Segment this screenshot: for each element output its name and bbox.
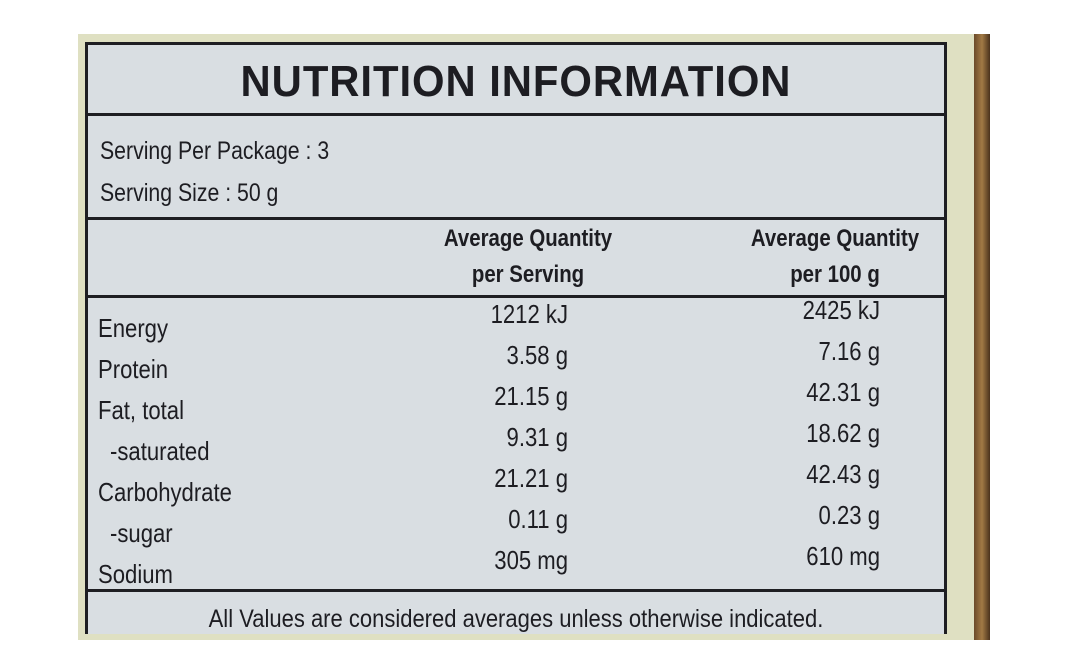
rule xyxy=(88,113,944,116)
cell-value: 1212 kJ xyxy=(490,299,568,329)
row-label: Sodium xyxy=(98,559,173,589)
rule xyxy=(88,295,944,298)
cell-value: 21.21 g xyxy=(494,463,568,493)
package-edge xyxy=(974,34,990,640)
title: NUTRITION INFORMATION xyxy=(240,57,792,106)
cell-value: 610 mg xyxy=(806,541,880,571)
cell-value: 305 mg xyxy=(494,545,568,575)
footer: All Values are considered averages unles… xyxy=(208,605,824,633)
cell-value: 21.15 g xyxy=(494,381,568,411)
cell-value: 42.31 g xyxy=(806,377,880,407)
column-header: per Serving xyxy=(471,261,585,288)
cell-value: 2425 kJ xyxy=(802,295,880,325)
cell-value: 0.23 g xyxy=(818,500,880,530)
cell-value: 0.11 g xyxy=(508,504,568,534)
row-label: -saturated xyxy=(110,436,210,466)
cell-value: 42.43 g xyxy=(806,459,880,489)
row-label: -sugar xyxy=(110,518,173,548)
column-header: per 100 g xyxy=(790,261,880,288)
row-label: Energy xyxy=(98,313,169,343)
cell-value: 3.58 g xyxy=(506,340,568,370)
rule xyxy=(88,589,944,592)
nutrition-label: NUTRITION INFORMATION Serving Per Packag… xyxy=(85,42,947,634)
rule xyxy=(88,217,944,220)
row-label: Protein xyxy=(98,354,169,384)
column-header: Average Quantity xyxy=(750,225,920,252)
column-header: Average Quantity xyxy=(443,225,613,252)
cell-value: 9.31 g xyxy=(506,422,568,452)
cell-value: 7.16 g xyxy=(818,336,880,366)
photo: NUTRITION INFORMATION Serving Per Packag… xyxy=(78,34,990,640)
serving-line: Serving Size : 50 g xyxy=(100,179,279,207)
cell-value: 18.62 g xyxy=(806,418,880,448)
serving-line: Serving Per Package : 3 xyxy=(100,137,330,165)
row-label: Carbohydrate xyxy=(98,477,232,507)
row-label: Fat, total xyxy=(98,395,184,425)
